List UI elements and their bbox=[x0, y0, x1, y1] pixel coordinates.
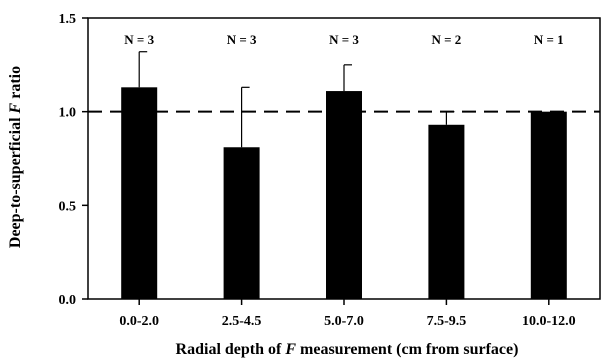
x-tick-label: 5.0-7.0 bbox=[324, 314, 364, 329]
y-tick-label: 1.5 bbox=[59, 12, 77, 27]
sample-size-label: N = 3 bbox=[329, 32, 359, 47]
x-tick-label: 2.5-4.5 bbox=[222, 314, 262, 329]
x-tick-label: 7.5-9.5 bbox=[427, 314, 467, 329]
y-tick-label: 1.0 bbox=[59, 106, 77, 121]
x-tick-label: 10.0-12.0 bbox=[522, 314, 576, 329]
sample-size-label: N = 3 bbox=[227, 32, 257, 47]
bar bbox=[530, 111, 567, 300]
bar bbox=[326, 91, 362, 299]
y-tick-label: 0.5 bbox=[59, 199, 77, 214]
bar bbox=[428, 124, 465, 299]
sample-size-label: N = 3 bbox=[124, 32, 154, 47]
x-tick-label: 0.0-2.0 bbox=[119, 314, 159, 329]
bar bbox=[223, 147, 260, 299]
bar bbox=[121, 87, 158, 300]
sample-size-label: N = 1 bbox=[534, 32, 564, 47]
y-tick-label: 0.0 bbox=[59, 293, 77, 308]
y-axis-title: Deep-to-superficial F ratio bbox=[7, 66, 24, 248]
plot-area: 0.0 0.5 1.0 1.5 0.0-2.0 N = 3 2.5-4.5 N = 3 5.0-… bbox=[59, 12, 601, 329]
x-axis-title: Radial depth of F measurement (cm from s… bbox=[176, 341, 519, 358]
sample-size-label: N = 2 bbox=[432, 32, 462, 47]
